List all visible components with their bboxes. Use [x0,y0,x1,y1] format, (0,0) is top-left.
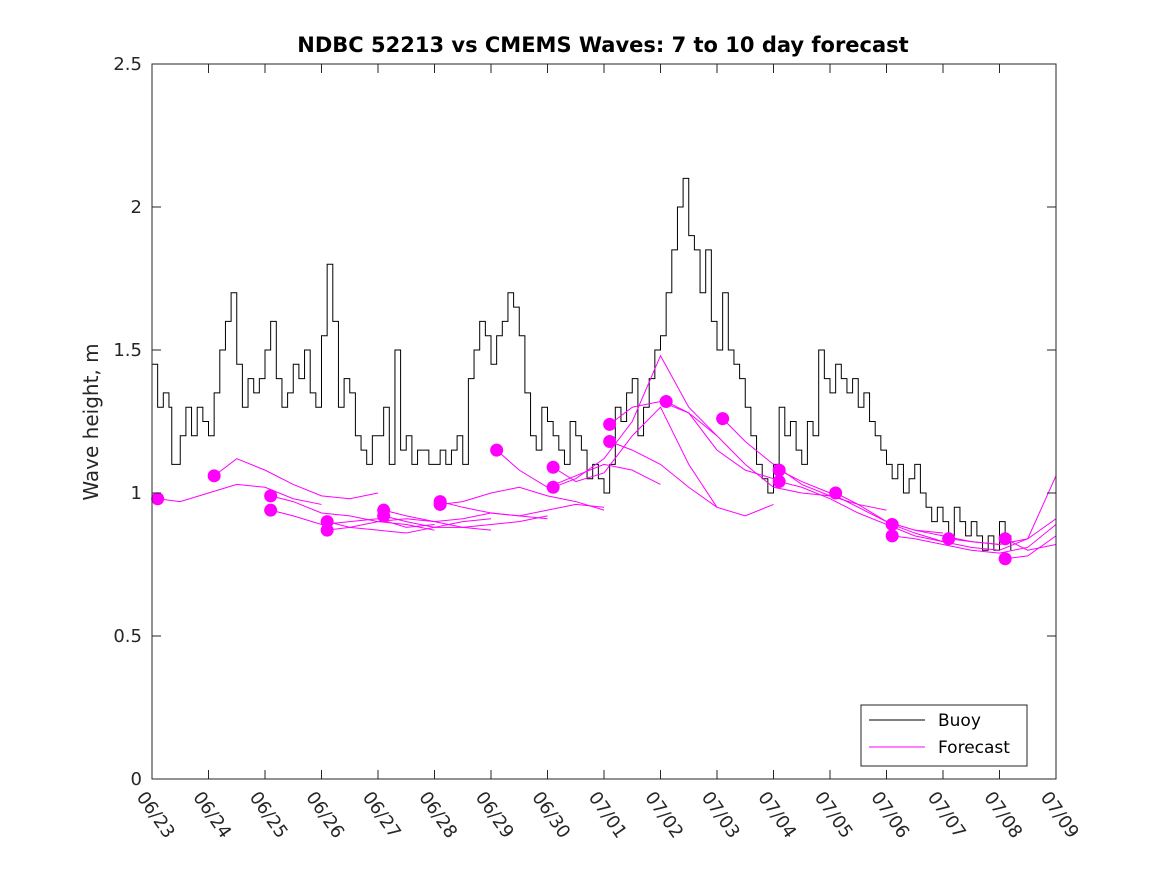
x-tick-label: 06/27 [358,788,405,843]
x-tick-label: 07/04 [753,788,800,843]
forecast-series-line [779,481,944,543]
y-tick-label: 0 [131,769,142,790]
forecast-start-marker [377,509,391,523]
forecast-series-line [552,354,718,488]
chart-title: NDBC 52213 vs CMEMS Waves: 7 to 10 day f… [297,33,908,57]
x-tick-label: 06/30 [527,788,574,843]
x-tick-label: 07/06 [866,788,913,843]
x-tick-label: 06/28 [414,788,461,843]
forecast-series-line [665,401,831,497]
forecast-series-line [552,406,718,508]
forecast-start-marker [207,469,221,483]
forecast-series-line [270,509,435,528]
forecast-start-marker [546,480,560,494]
forecast-series-line [948,518,1057,545]
forecast-series-line [1005,535,1057,560]
buoy-series-line [152,177,1012,551]
forecast-start-marker [998,552,1012,566]
forecast-series-line [157,483,322,505]
y-tick-label: 2 [131,197,142,218]
forecast-series-line [440,486,605,511]
forecast-series-line [778,469,944,534]
forecast-start-marker [942,532,956,546]
x-tick-label: 07/01 [584,788,631,843]
plot-area [151,177,1057,566]
legend-forecast-label: Forecast [938,738,1010,758]
forecast-series-line [270,495,435,531]
forecast-start-marker [433,497,447,511]
forecast-series-line [440,501,605,517]
forecast-start-marker [490,443,504,457]
x-tick-label: 07/02 [640,788,687,843]
forecast-start-marker [772,475,786,489]
forecast-start-marker [264,489,278,503]
x-tick-label: 07/09 [1036,788,1083,843]
forecast-series-line [892,524,1057,554]
x-tick-label: 06/23 [132,788,179,843]
x-tick-label: 06/25 [245,788,292,843]
forecast-series-line [1004,538,1057,551]
forecast-start-marker [885,529,899,543]
forecast-start-marker [659,394,673,408]
forecast-start-marker [716,412,730,426]
y-tick-label: 2.5 [113,54,142,75]
forecast-start-marker [772,463,786,477]
x-tick-label: 07/07 [923,788,970,843]
forecast-start-marker [829,486,843,500]
forecast-start-marker [885,517,899,531]
x-tick-label: 07/03 [697,788,744,843]
x-tick-label: 07/05 [810,788,857,843]
forecast-series-line [327,518,492,534]
forecast-series-line [327,518,492,531]
forecast-start-marker [320,523,334,537]
forecast-series-line [609,441,774,517]
x-tick-label: 06/24 [188,788,235,843]
legend: Buoy Forecast [860,704,1028,767]
legend-buoy-label: Buoy [938,711,981,731]
forecast-start-marker [603,435,617,449]
legend-box [860,704,1028,767]
forecast-start-marker [546,460,560,474]
forecast-series-line [383,509,548,523]
y-tick-label: 0.5 [113,626,142,647]
x-tick-label: 06/29 [471,788,518,843]
forecast-start-marker [603,417,617,431]
forecast-start-marker [998,532,1012,546]
forecast-start-marker [151,492,165,506]
forecast-series-line [213,458,379,500]
forecast-start-marker [264,503,278,517]
y-axis-label: Wave height, m [79,343,103,500]
forecast-series-line [496,449,661,488]
x-tick-label: 07/08 [979,788,1026,843]
y-tick-label: 1 [131,483,142,504]
forecast-series-line [383,515,548,528]
y-tick-label: 1.5 [113,340,142,361]
x-tick-label: 06/26 [301,788,348,843]
